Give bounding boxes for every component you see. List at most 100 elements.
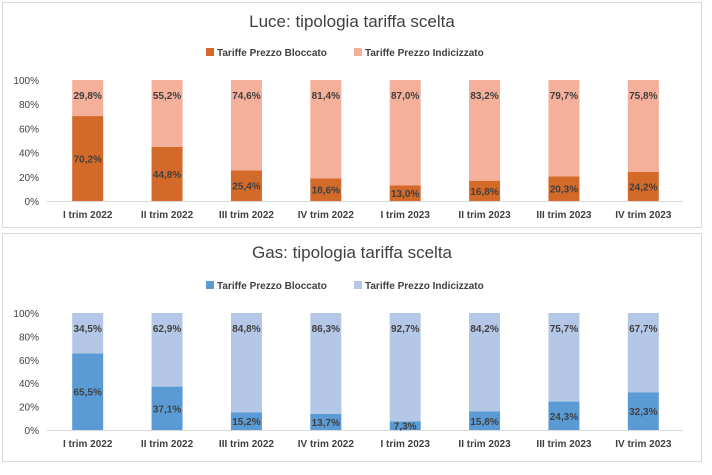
data-label-bloccato: 20,3% <box>550 185 578 196</box>
data-label-indicizzato: 87,0% <box>391 91 419 102</box>
bar-segment-bloccato <box>627 171 659 201</box>
y-tick-label: 0% <box>25 426 40 437</box>
x-category-label: III trim 2022 <box>219 210 274 221</box>
x-category-label: I trim 2022 <box>63 210 113 221</box>
x-category-label: II trim 2022 <box>141 439 194 450</box>
bar-segment-indicizzato <box>151 313 183 387</box>
data-label-indicizzato: 34,5% <box>74 324 102 335</box>
bar-segment-indicizzato <box>627 313 659 393</box>
x-category-label: I trim 2023 <box>380 439 430 450</box>
plot-area: 0% 20% 40% 60% 80% 100% 70,2% 29,8% I trim 2022 4… <box>13 76 683 221</box>
data-label-bloccato: 37,1% <box>153 404 181 415</box>
bar-segment-bloccato <box>72 116 104 201</box>
data-label-bloccato: 24,3% <box>550 412 578 423</box>
chart-title: Gas: tipologia tariffa scelta <box>252 243 453 262</box>
y-tick-label: 20% <box>19 173 39 184</box>
bar-segment-bloccato <box>389 421 421 430</box>
y-tick-label: 80% <box>19 332 39 343</box>
legend-swatch <box>206 281 214 289</box>
y-tick-label: 100% <box>13 309 39 320</box>
data-label-indicizzato: 62,9% <box>153 324 181 335</box>
bar-segment-indicizzato <box>310 313 342 414</box>
bar-segment-indicizzato <box>72 80 104 117</box>
plot-area: 0% 20% 40% 60% 80% 100% 65,5% 34,5% I trim 2022 3… <box>13 309 683 450</box>
data-label-bloccato: 7,3% <box>394 422 417 433</box>
x-category-label: II trim 2023 <box>458 210 511 221</box>
bar-segment-bloccato <box>310 178 342 201</box>
data-label-bloccato: 16,8% <box>470 187 498 198</box>
data-label-bloccato: 32,3% <box>629 407 657 418</box>
bar-segment-bloccato <box>548 176 580 201</box>
y-tick-label: 40% <box>19 379 39 390</box>
legend-swatch <box>206 48 214 56</box>
data-label-bloccato: 70,2% <box>74 155 102 166</box>
bar-segment-indicizzato <box>310 80 342 179</box>
legend-entry: Tariffe Prezzo Bloccato <box>217 48 327 59</box>
bar-segment-bloccato <box>151 146 183 201</box>
bar-segment-bloccato <box>72 353 104 430</box>
bar-segment-bloccato <box>230 170 262 201</box>
y-tick-label: 80% <box>19 100 39 111</box>
legend-swatch <box>354 281 362 289</box>
y-tick-label: 100% <box>13 76 39 87</box>
data-label-bloccato: 15,8% <box>470 417 498 428</box>
data-label-bloccato: 15,2% <box>232 417 260 428</box>
x-category-label: IV trim 2023 <box>615 210 672 221</box>
chart-luce: Luce: tipologia tariffa scelta Tariffe P… <box>13 12 683 221</box>
bar-segment-bloccato <box>230 412 262 430</box>
y-tick-label: 20% <box>19 403 39 414</box>
data-label-bloccato: 25,4% <box>232 182 260 193</box>
bar-segment-bloccato <box>469 180 501 201</box>
bar-segment-indicizzato <box>548 80 580 177</box>
data-label-indicizzato: 79,7% <box>550 91 578 102</box>
x-category-label: I trim 2022 <box>63 439 113 450</box>
data-label-indicizzato: 74,6% <box>232 91 260 102</box>
x-category-label: III trim 2023 <box>536 210 591 221</box>
bar-segment-indicizzato <box>230 80 262 171</box>
data-label-indicizzato: 92,7% <box>391 324 419 335</box>
data-label-indicizzato: 84,8% <box>232 324 260 335</box>
x-category-label: IV trim 2023 <box>615 439 672 450</box>
bar-segment-indicizzato <box>627 80 659 172</box>
bar-segment-bloccato <box>469 411 501 430</box>
x-category-label: I trim 2023 <box>380 210 430 221</box>
y-tick-label: 60% <box>19 356 39 367</box>
data-label-indicizzato: 83,2% <box>470 91 498 102</box>
bar-segment-bloccato <box>151 386 183 430</box>
bar-segment-indicizzato <box>469 80 501 181</box>
x-category-label: IV trim 2022 <box>298 210 355 221</box>
legend-swatch <box>354 48 362 56</box>
x-category-label: II trim 2023 <box>458 439 511 450</box>
data-label-indicizzato: 29,8% <box>74 91 102 102</box>
y-tick-label: 40% <box>19 149 39 160</box>
legend-entry: Tariffe Prezzo Bloccato <box>217 281 327 292</box>
x-category-label: III trim 2023 <box>536 439 591 450</box>
y-tick-label: 0% <box>25 197 40 208</box>
bar-segment-bloccato <box>389 185 421 201</box>
chart-panel-luce: Luce: tipologia tariffa scelta Tariffe P… <box>2 2 702 228</box>
data-label-bloccato: 13,0% <box>391 189 419 200</box>
data-label-bloccato: 65,5% <box>74 388 102 399</box>
bar-segment-bloccato <box>310 413 342 430</box>
legend-entry: Tariffe Prezzo Indicizzato <box>365 281 484 292</box>
data-label-indicizzato: 75,8% <box>629 91 657 102</box>
data-label-bloccato: 18,6% <box>312 186 340 197</box>
x-category-label: II trim 2022 <box>141 210 194 221</box>
bar-segment-indicizzato <box>72 313 104 354</box>
x-category-label: III trim 2022 <box>219 439 274 450</box>
data-label-bloccato: 24,2% <box>629 182 657 193</box>
chart-title: Luce: tipologia tariffa scelta <box>249 12 455 31</box>
bar-segment-indicizzato <box>469 313 501 412</box>
data-label-indicizzato: 86,3% <box>312 324 340 335</box>
bar-segment-bloccato <box>627 392 659 430</box>
bar-segment-indicizzato <box>230 313 262 413</box>
data-label-indicizzato: 55,2% <box>153 91 181 102</box>
data-label-bloccato: 44,8% <box>153 170 181 181</box>
chart-panel-gas: Gas: tipologia tariffa scelta Tariffe Pr… <box>2 233 702 462</box>
data-label-indicizzato: 81,4% <box>312 91 340 102</box>
y-tick-label: 60% <box>19 124 39 135</box>
legend-entry: Tariffe Prezzo Indicizzato <box>365 48 484 59</box>
x-category-label: IV trim 2022 <box>298 439 355 450</box>
bar-segment-bloccato <box>548 401 580 430</box>
data-label-indicizzato: 84,2% <box>470 324 498 335</box>
